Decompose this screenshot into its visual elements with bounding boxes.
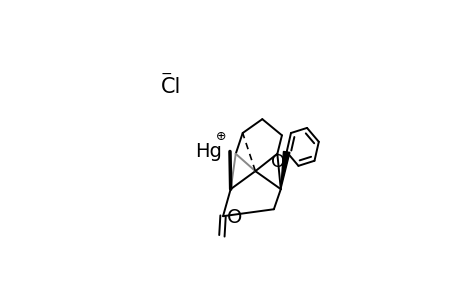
Text: Hg: Hg (195, 142, 221, 161)
Text: O: O (271, 153, 285, 171)
Text: −: − (160, 67, 172, 81)
Text: Cl: Cl (160, 77, 181, 97)
Text: ⊕: ⊕ (215, 130, 225, 143)
Text: O: O (226, 208, 242, 227)
Polygon shape (280, 152, 289, 189)
